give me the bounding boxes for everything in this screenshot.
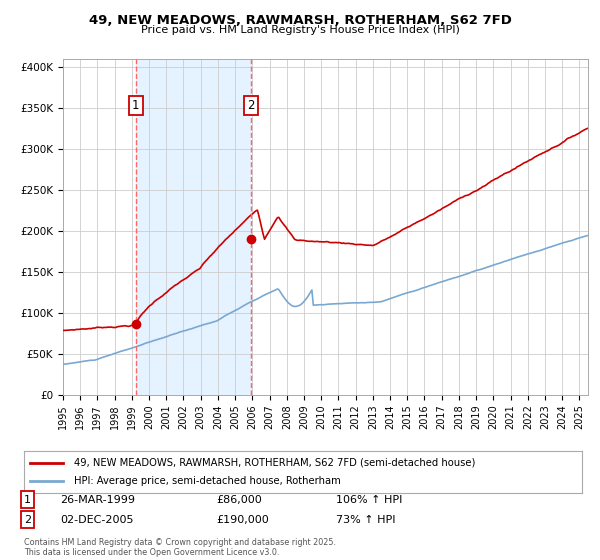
- Text: 1: 1: [24, 494, 31, 505]
- Bar: [136, 59, 251, 395]
- Text: 49, NEW MEADOWS, RAWMARSH, ROTHERHAM, S62 7FD: 49, NEW MEADOWS, RAWMARSH, ROTHERHAM, S6…: [89, 14, 511, 27]
- Text: 02-DEC-2005: 02-DEC-2005: [60, 515, 133, 525]
- Text: 2: 2: [247, 99, 255, 113]
- Text: Price paid vs. HM Land Registry's House Price Index (HPI): Price paid vs. HM Land Registry's House …: [140, 25, 460, 35]
- Text: 73% ↑ HPI: 73% ↑ HPI: [336, 515, 395, 525]
- Text: 26-MAR-1999: 26-MAR-1999: [60, 494, 135, 505]
- Text: £190,000: £190,000: [216, 515, 269, 525]
- Text: HPI: Average price, semi-detached house, Rotherham: HPI: Average price, semi-detached house,…: [74, 476, 341, 486]
- Text: Contains HM Land Registry data © Crown copyright and database right 2025.
This d: Contains HM Land Registry data © Crown c…: [24, 538, 336, 557]
- Text: 106% ↑ HPI: 106% ↑ HPI: [336, 494, 403, 505]
- Text: £86,000: £86,000: [216, 494, 262, 505]
- Text: 49, NEW MEADOWS, RAWMARSH, ROTHERHAM, S62 7FD (semi-detached house): 49, NEW MEADOWS, RAWMARSH, ROTHERHAM, S6…: [74, 458, 476, 468]
- Text: 1: 1: [132, 99, 140, 113]
- Text: 2: 2: [24, 515, 31, 525]
